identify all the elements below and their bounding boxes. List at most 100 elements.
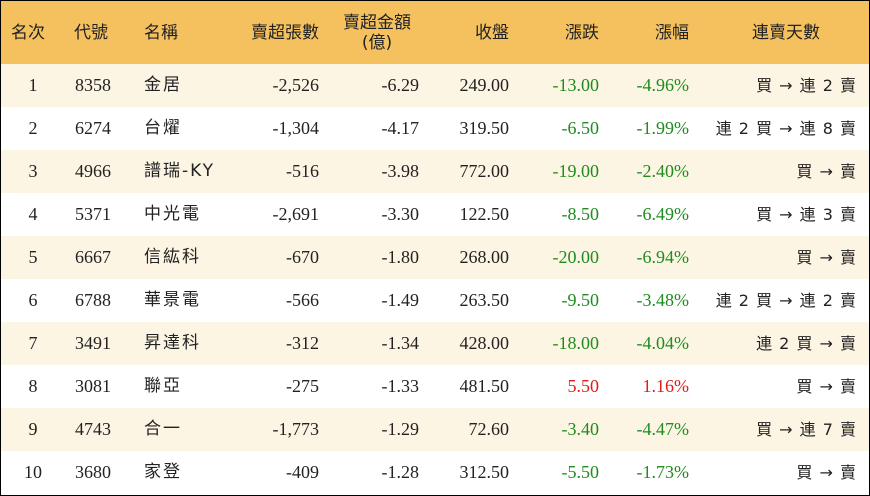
cell-streak: 買 → 賣 [796, 463, 857, 482]
cell-change: -20.00 [552, 247, 600, 267]
cell-pct: -3.48% [636, 290, 690, 310]
cell-name: 聯亞 [144, 376, 182, 396]
cell-rank: 10 [24, 462, 42, 482]
cell-pct: -1.99% [636, 118, 690, 138]
cell-rank: 6 [28, 290, 38, 310]
cell-change: -19.00 [552, 161, 600, 181]
cell-streak: 買 → 連 3 賣 [756, 205, 857, 224]
cell-name: 家登 [144, 462, 182, 482]
cell-rank: 9 [28, 419, 38, 439]
cell-code: 3680 [75, 462, 111, 482]
cell-amount: -1.80 [381, 247, 420, 267]
cell-lots: -2,526 [272, 75, 320, 95]
table-row: 3 4966 譜瑞-KY -516 -3.98 772.00 -19.00 -2.40% 買 →… [1, 150, 869, 193]
cell-name: 昇達科 [144, 333, 201, 353]
cell-amount: -1.49 [381, 290, 420, 310]
cell-lots: -670 [286, 247, 319, 267]
cell-streak: 連 2 買 → 連 8 賣 [715, 119, 857, 138]
cell-rank: 4 [28, 204, 38, 224]
header-name: 名稱 [144, 22, 178, 43]
table-row: 2 6274 台燿 -1,304 -4.17 319.50 -6.50 -1.99% 連 2 買… [1, 107, 869, 150]
cell-streak: 連 2 買 → 賣 [756, 334, 857, 353]
header-sell-amount-line1: 賣超金額 [343, 12, 411, 33]
cell-name: 華景電 [144, 290, 201, 310]
cell-close: 263.50 [459, 290, 510, 310]
cell-pct: -6.94% [636, 247, 690, 267]
cell-rank: 8 [28, 376, 38, 396]
cell-name: 台燿 [144, 118, 182, 138]
table-row: 7 3491 昇達科 -312 -1.34 428.00 -18.00 -4.04% 連 2 買… [1, 322, 869, 365]
header-streak: 連賣天數 [752, 22, 820, 43]
cell-amount: -4.17 [381, 118, 420, 138]
header-sell-amount-line2: (億) [361, 32, 393, 53]
cell-lots: -1,304 [272, 118, 320, 138]
cell-close: 122.50 [459, 204, 510, 224]
cell-change: -18.00 [552, 333, 600, 353]
cell-close: 481.50 [459, 376, 510, 396]
cell-code: 8358 [75, 75, 111, 95]
cell-change: -5.50 [561, 462, 600, 482]
cell-pct: -6.49% [636, 204, 690, 224]
cell-close: 268.00 [459, 247, 510, 267]
cell-close: 249.00 [459, 75, 510, 95]
cell-code: 4966 [75, 161, 111, 181]
cell-lots: -566 [286, 290, 319, 310]
header-close: 收盤 [475, 22, 509, 43]
cell-streak: 連 2 買 → 連 2 賣 [715, 291, 857, 310]
cell-streak: 買 → 賣 [796, 377, 857, 396]
cell-code: 3081 [75, 376, 111, 396]
cell-amount: -6.29 [381, 75, 420, 95]
cell-lots: -409 [286, 462, 319, 482]
cell-amount: -1.29 [381, 419, 420, 439]
cell-change: -9.50 [561, 290, 600, 310]
cell-pct: 1.16% [642, 376, 690, 396]
cell-change: -8.50 [561, 204, 600, 224]
cell-lots: -516 [286, 161, 319, 181]
cell-lots: -2,691 [272, 204, 320, 224]
cell-lots: -312 [286, 333, 319, 353]
cell-name: 譜瑞-KY [144, 161, 216, 181]
cell-pct: -4.04% [636, 333, 690, 353]
cell-streak: 買 → 賣 [796, 248, 857, 267]
cell-code: 5371 [75, 204, 111, 224]
cell-close: 772.00 [459, 161, 510, 181]
cell-rank: 3 [28, 161, 38, 181]
table-row: 4 5371 中光電 -2,691 -3.30 122.50 -8.50 -6.49% 買 → … [1, 193, 869, 236]
cell-close: 72.60 [468, 419, 510, 439]
cell-rank: 7 [28, 333, 38, 353]
cell-code: 6667 [75, 247, 111, 267]
cell-pct: -4.96% [636, 75, 690, 95]
cell-code: 3491 [75, 333, 111, 353]
cell-change: 5.50 [567, 376, 600, 396]
cell-close: 428.00 [459, 333, 510, 353]
cell-pct: -2.40% [636, 161, 690, 181]
cell-name: 合一 [144, 419, 182, 439]
table-row: 10 3680 家登 -409 -1.28 312.50 -5.50 -1.73% 買 → 賣 [1, 451, 869, 494]
cell-streak: 買 → 連 7 賣 [756, 420, 857, 439]
table-row: 6 6788 華景電 -566 -1.49 263.50 -9.50 -3.48% 連 2 買 … [1, 279, 869, 322]
cell-change: -3.40 [561, 419, 600, 439]
cell-name: 信紘科 [144, 247, 201, 267]
header-sell-lots: 賣超張數 [251, 22, 319, 43]
cell-code: 6788 [75, 290, 111, 310]
cell-pct: -4.47% [636, 419, 690, 439]
cell-streak: 買 → 賣 [796, 162, 857, 181]
cell-rank: 1 [28, 75, 38, 95]
cell-change: -6.50 [561, 118, 600, 138]
cell-code: 6274 [75, 118, 111, 138]
cell-rank: 5 [28, 247, 38, 267]
table-row: 8 3081 聯亞 -275 -1.33 481.50 5.50 1.16% 買 → 賣 [1, 365, 869, 408]
cell-lots: -1,773 [272, 419, 320, 439]
cell-streak: 買 → 連 2 賣 [756, 76, 857, 95]
cell-name: 金居 [144, 75, 182, 95]
table-row: 5 6667 信紘科 -670 -1.80 268.00 -20.00 -6.94% 買 → 賣 [1, 236, 869, 279]
table-header: 名次 代號 名稱 賣超張數 賣超金額 (億) 收盤 漲跌 漲幅 連賣天數 [1, 1, 869, 64]
header-rank: 名次 [11, 22, 45, 43]
cell-close: 312.50 [459, 462, 510, 482]
cell-pct: -1.73% [636, 462, 690, 482]
header-pct: 漲幅 [655, 22, 689, 43]
cell-amount: -1.28 [381, 462, 420, 482]
cell-amount: -1.34 [381, 333, 420, 353]
header-sell-amount: 賣超金額 (億) [334, 1, 420, 64]
